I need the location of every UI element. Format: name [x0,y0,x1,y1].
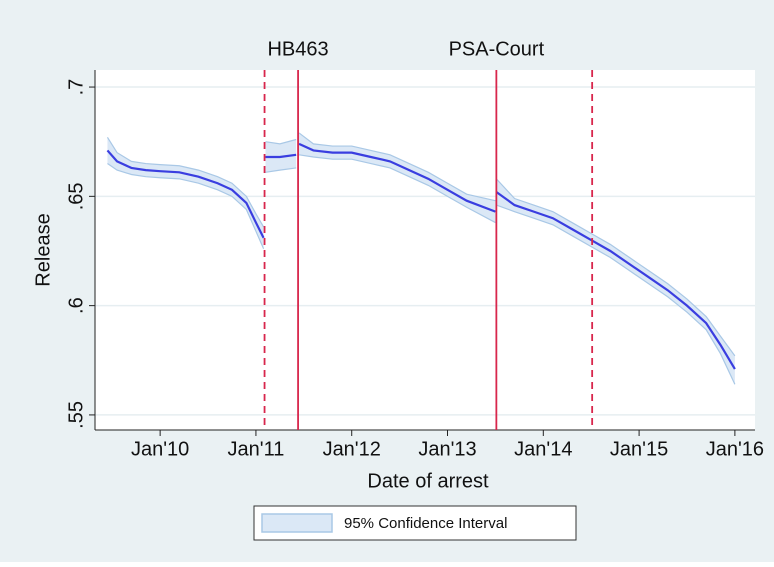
x-tick-label: Jan'11 [228,438,285,460]
band-edge [107,163,265,250]
y-axis-label: Release [32,213,54,286]
x-tick-label: Jan'16 [706,438,764,460]
y-tick-label: .6 [65,297,87,314]
confidence-band [299,132,496,223]
band-edge [106,137,265,228]
x-tick-label: Jan'10 [131,438,189,460]
x-tick-label: Jan'14 [514,438,572,460]
plot-area [95,70,755,430]
y-tick-label: .7 [65,79,87,96]
legend-label: 95% Confidence Interval [344,515,507,532]
x-tick-label: Jan'15 [610,438,668,460]
band-edge [495,178,736,357]
event-label: PSA-Court [449,38,545,60]
band-edge [298,132,496,202]
line [106,142,736,370]
band-edge [265,167,297,173]
confidence-band [107,137,264,249]
x-tick-label: Jan'12 [323,438,381,460]
y-tick-label: .65 [65,182,87,210]
band-edge [298,154,496,224]
x-axis-label: Date of arrest [367,470,489,492]
band-edge [496,204,736,385]
y-tick-label: .55 [65,401,87,429]
band-edge [265,138,297,145]
legend-swatch [261,513,333,533]
event-label: HB463 [267,38,328,60]
x-tick-label: Jan'13 [418,438,476,460]
